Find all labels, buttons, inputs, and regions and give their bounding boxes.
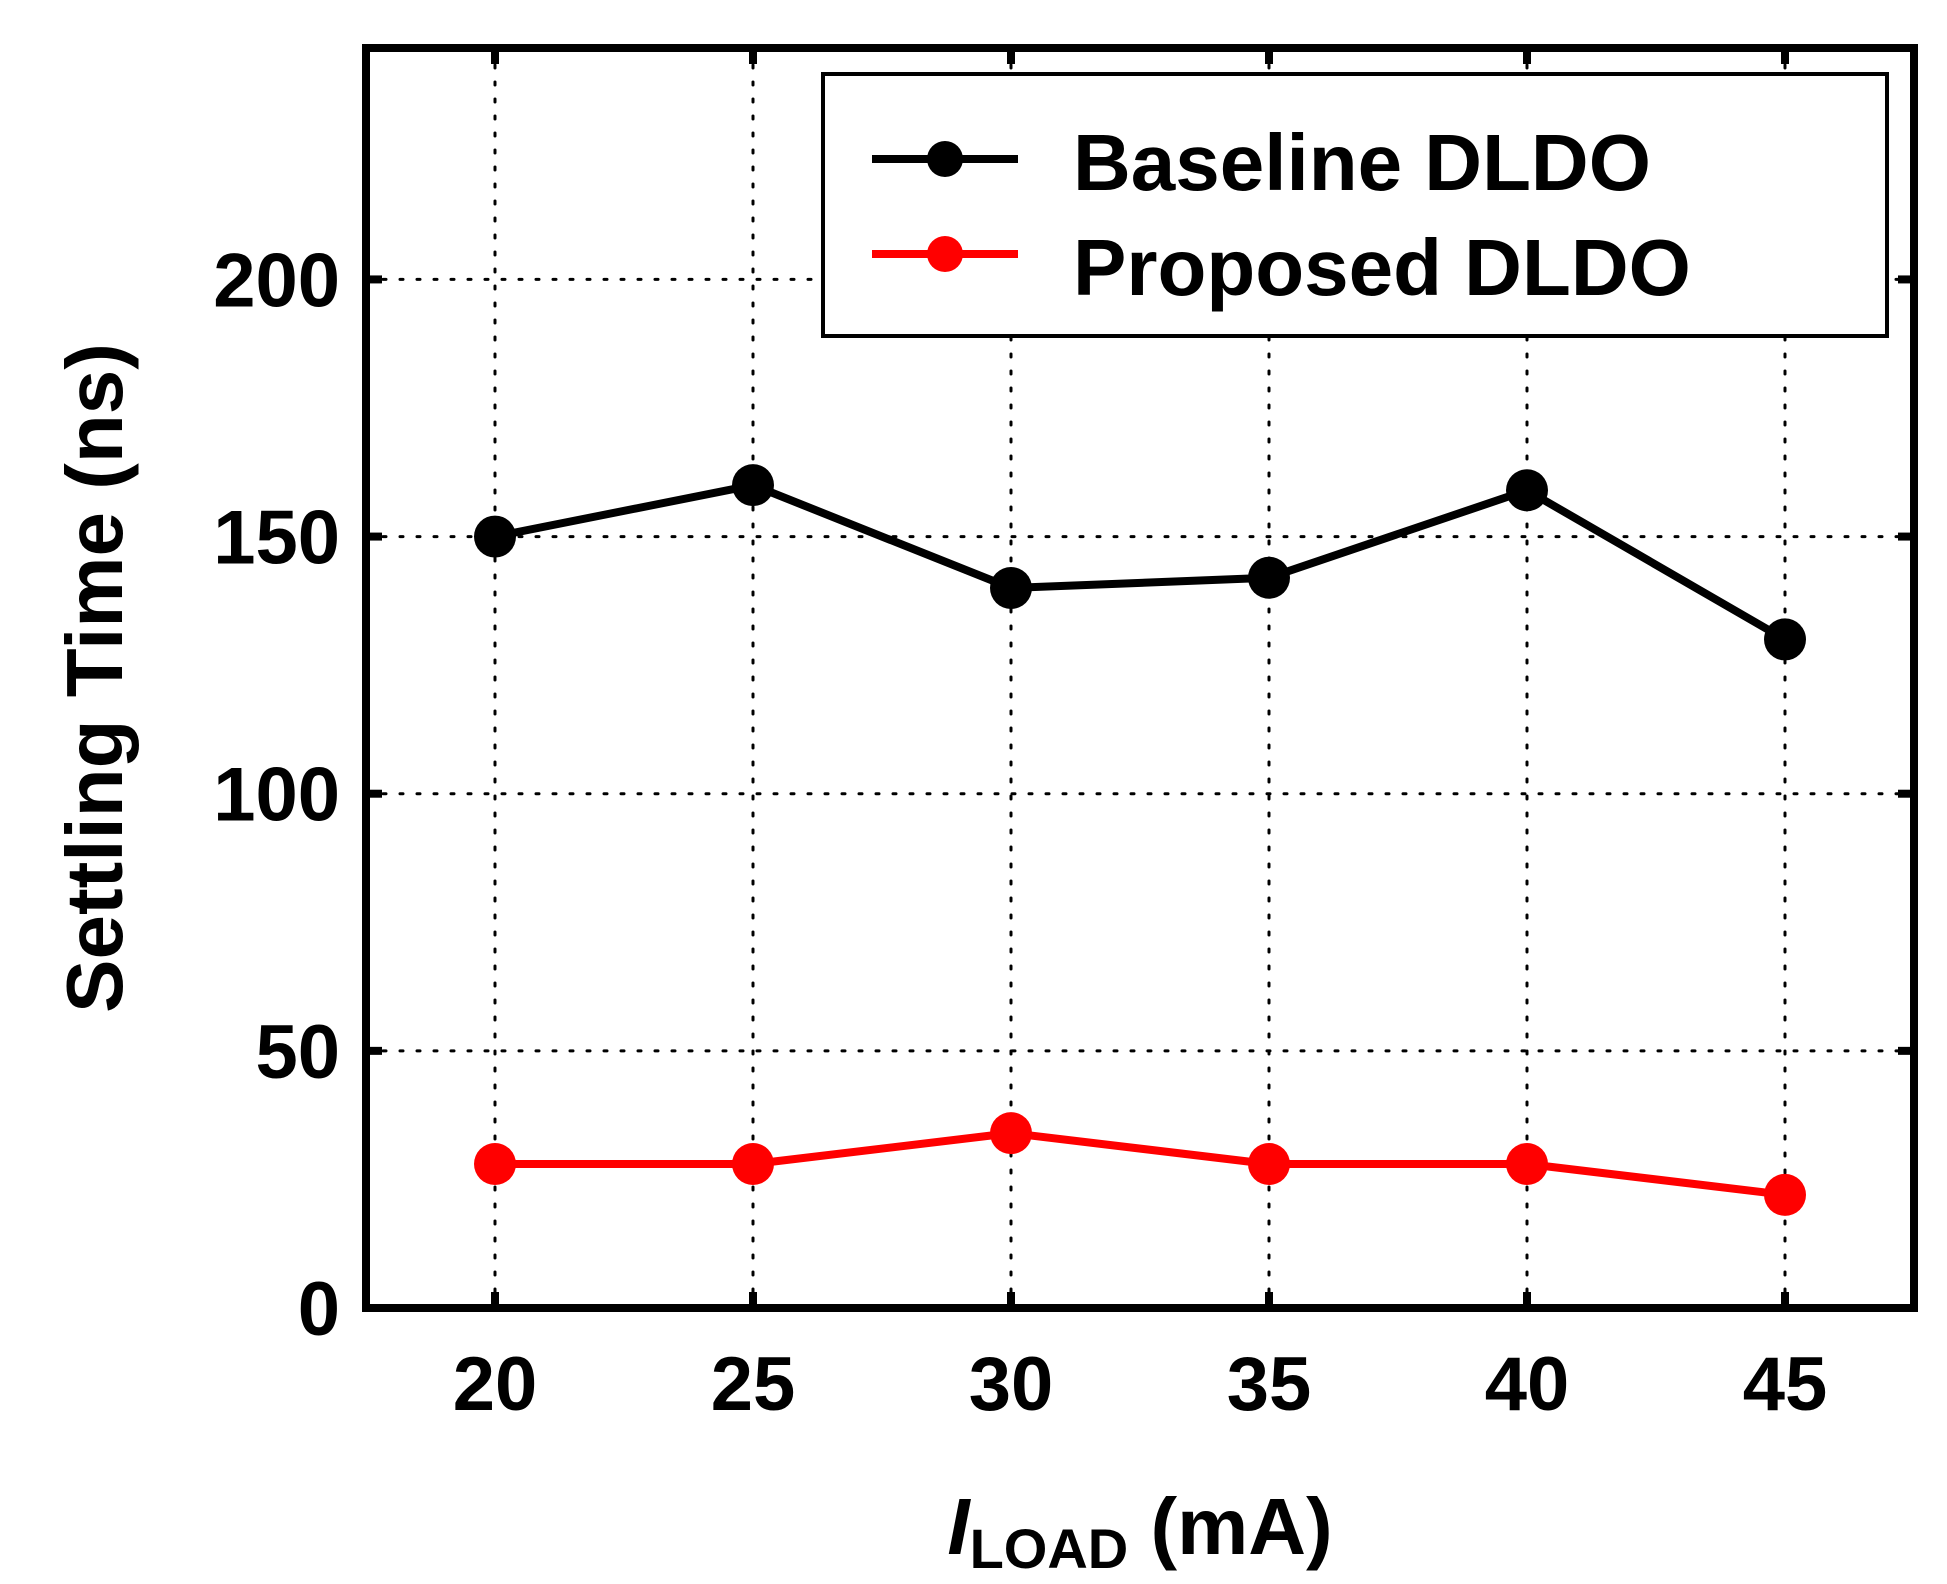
data-point [732,1143,774,1185]
legend-label-proposed: Proposed DLDO [1073,223,1691,312]
data-point [1248,1143,1290,1185]
y-tick-label: 200 [213,238,340,323]
y-tick-label: 0 [298,1267,340,1352]
x-tick-label: 25 [711,1342,796,1427]
x-tick-label: 35 [1227,1342,1312,1427]
x-tick-label: 20 [453,1342,538,1427]
data-point [1506,469,1548,512]
x-axis-title: ILOAD (mA) [947,1482,1332,1580]
x-tick-label: 30 [969,1342,1054,1427]
data-point [990,1112,1032,1155]
data-point [732,464,774,507]
data-point [474,1143,516,1185]
legend-marker-proposed [927,236,963,272]
y-tick-label: 100 [213,753,340,838]
legend-label-baseline: Baseline DLDO [1073,118,1651,207]
data-point [474,515,516,558]
x-tick-labels: 20 25 30 35 40 45 [453,1342,1828,1427]
data-point [1764,1173,1806,1216]
series-proposed [474,1112,1806,1216]
data-point [1506,1143,1548,1185]
x-tick-label: 40 [1485,1342,1570,1427]
x-tick-label: 45 [1743,1342,1828,1427]
grid-lines [364,46,1916,1310]
legend-entry-baseline: Baseline DLDO [872,118,1651,207]
plot-frame [362,44,1918,1312]
legend-box [821,72,1889,338]
series-line [495,1129,1786,1199]
y-axis-title: Settling Time (ns) [50,343,139,1013]
y-tick-label: 150 [213,496,340,581]
legend-marker-baseline [927,141,963,177]
data-point [1764,618,1806,661]
series-layer [474,464,1806,1216]
legend-entry-proposed: Proposed DLDO [872,223,1691,312]
data-point [990,567,1032,609]
x-axis-title-unit: (mA) [1128,1482,1332,1571]
legend: Baseline DLDO Proposed DLDO [821,72,1889,338]
y-tick-labels: 0 50 100 150 200 [213,238,340,1352]
y-tick-label: 50 [255,1010,340,1095]
series-line [494,481,1788,643]
series-baseline [474,464,1806,661]
x-axis-title-main: I [947,1482,971,1571]
data-point [1248,556,1290,599]
x-axis-title-subscript: LOAD [970,1517,1129,1580]
